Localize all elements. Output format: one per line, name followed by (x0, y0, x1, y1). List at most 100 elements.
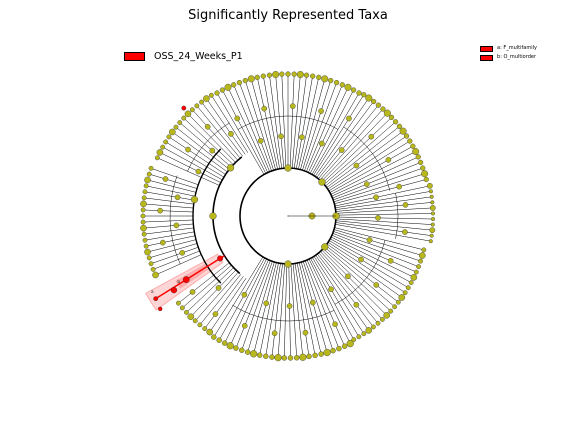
leaf-node (408, 280, 414, 285)
taxon-node (241, 322, 248, 329)
taxon-node (318, 108, 324, 114)
leaf-node (150, 266, 156, 272)
subclade-arc (395, 193, 399, 239)
leaf-node (380, 316, 385, 322)
leaf-node (140, 207, 146, 213)
leaf-node (142, 189, 148, 195)
branch (149, 243, 198, 259)
branch (311, 92, 360, 175)
highlight-node (157, 306, 163, 312)
branch (144, 191, 195, 201)
clade-node (209, 212, 217, 220)
leaf-node (206, 328, 214, 336)
branch (153, 250, 200, 270)
leaf-node (146, 255, 152, 261)
taxon-node (189, 289, 196, 295)
branch (149, 173, 198, 189)
branch (247, 261, 275, 353)
branch (277, 263, 285, 358)
clade-node (321, 243, 329, 251)
branch (199, 274, 241, 325)
leaf-node (176, 300, 181, 306)
leaf-node (187, 313, 195, 321)
branch (192, 109, 239, 161)
leaf-node (306, 353, 312, 360)
leaf-node (365, 94, 373, 102)
branch (294, 75, 307, 169)
branch (179, 122, 232, 168)
leaf-node (148, 165, 154, 171)
leaf-node (429, 227, 436, 234)
branch (325, 126, 400, 187)
branch (320, 251, 383, 320)
leaf-node (160, 144, 166, 150)
leaf-node (202, 326, 208, 331)
taxon-node (353, 301, 360, 308)
leaf-node (148, 261, 154, 267)
taxon-node (241, 291, 248, 298)
branch (144, 231, 195, 241)
clade-node (284, 260, 292, 268)
leaf-node (429, 233, 434, 238)
branch (329, 146, 413, 193)
leaf-node (429, 205, 436, 211)
leaf-node (375, 102, 381, 108)
leaf-node (260, 73, 266, 79)
taxon-node (286, 303, 293, 309)
leaf-node (143, 183, 149, 189)
clade-node (284, 164, 292, 172)
branch (334, 179, 427, 204)
leaf-node (328, 77, 334, 84)
legend-taxon-row: b: O_multiorder (480, 53, 537, 62)
highlight-node (217, 255, 224, 262)
branch (165, 141, 224, 178)
branch (313, 256, 365, 334)
branch (269, 75, 282, 169)
leaf-node (351, 337, 357, 343)
branch (253, 262, 277, 354)
branch (318, 252, 379, 324)
branch (281, 74, 287, 169)
branch (257, 77, 278, 170)
leaf-node (312, 352, 318, 359)
branch (245, 80, 274, 171)
branch (308, 87, 349, 173)
leaf-node (189, 107, 195, 113)
leaf-node (143, 243, 149, 249)
branch (302, 80, 331, 171)
branch (333, 173, 425, 203)
branch (304, 260, 340, 349)
taxon-node (278, 133, 284, 140)
backbone-arc (192, 148, 222, 284)
legend-group-swatch (124, 52, 145, 61)
taxon-node (396, 183, 402, 190)
branch (147, 239, 197, 253)
branch (306, 84, 343, 172)
branch (326, 130, 404, 188)
branch (271, 263, 283, 358)
legend-group: OSS_24_Weeks_P1 (124, 51, 243, 62)
branch (146, 185, 196, 197)
branch (168, 136, 226, 175)
leaf-node (192, 318, 198, 324)
branch (187, 113, 236, 163)
leaf-node (281, 355, 287, 361)
branch (209, 278, 247, 333)
branch (292, 263, 304, 358)
leaf-node (383, 312, 390, 319)
leaf-node (418, 258, 423, 264)
taxon-node (174, 194, 181, 201)
leaf-node (203, 95, 210, 102)
branch (325, 245, 399, 303)
branch (309, 89, 354, 174)
subclade-arc (187, 122, 230, 172)
branch (312, 257, 360, 337)
leaf-node (426, 182, 433, 189)
branch (308, 259, 351, 344)
branch (300, 262, 328, 353)
leaf-node (208, 92, 214, 98)
branch (195, 272, 239, 322)
leaf-node (303, 72, 310, 78)
branch (318, 105, 379, 179)
leaf-node (402, 290, 408, 296)
